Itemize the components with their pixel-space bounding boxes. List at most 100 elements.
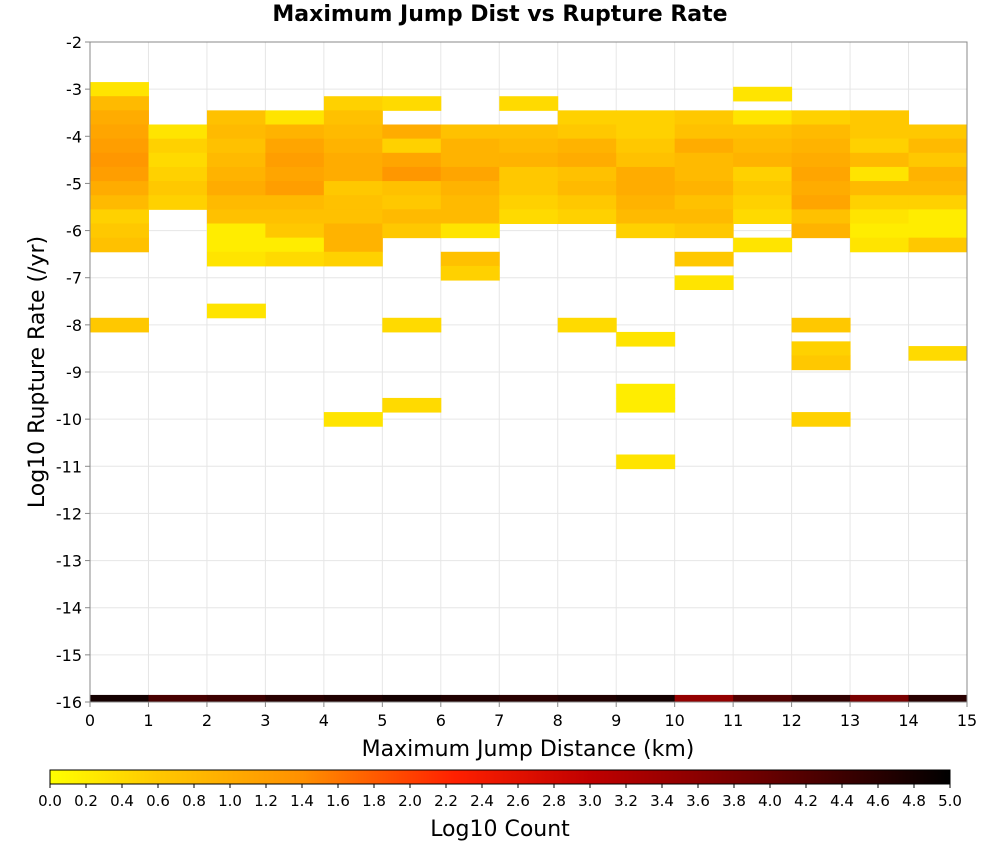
heatmap-cell <box>791 209 851 224</box>
heatmap-cell <box>557 209 617 224</box>
heatmap-cell <box>206 110 266 125</box>
heatmap-cell <box>791 317 851 333</box>
x-ticks: 0 1 2 3 4 5 6 7 8 9 10 11 12 13 14 15 <box>85 702 977 730</box>
heatmap-cell <box>265 110 325 125</box>
heatmap-cell <box>382 195 442 210</box>
colorbar-tick-label: 0.0 <box>38 792 62 810</box>
x-tick-label: 12 <box>781 711 801 730</box>
heatmap-cell <box>265 223 325 239</box>
heatmap-cell <box>557 317 617 333</box>
colorbar-tick-label: 1.0 <box>218 792 242 810</box>
y-tick-label: -2 <box>66 33 82 52</box>
heatmap-cell <box>499 195 559 210</box>
y-tick-label: -11 <box>56 457 82 476</box>
heatmap-cell <box>323 124 383 140</box>
colorbar-tick-label: 0.2 <box>74 792 98 810</box>
colorbar-tick-label: 4.0 <box>758 792 782 810</box>
y-tick-label: -4 <box>66 127 82 146</box>
heatmap-cell <box>616 138 676 154</box>
y-tick-label: -5 <box>66 174 82 193</box>
heatmap-cell <box>90 237 149 253</box>
y-tick-label: -15 <box>56 646 82 665</box>
heatmap-cell <box>323 694 383 703</box>
x-axis-label: Maximum Jump Distance (km) <box>362 737 695 762</box>
heatmap-cell <box>440 138 500 154</box>
heatmap-cell <box>323 110 383 125</box>
heatmap-cell <box>908 138 968 154</box>
heatmap-cell <box>733 694 793 703</box>
heatmap-cell <box>440 223 500 239</box>
heatmap-cell <box>733 152 793 168</box>
heatmap-cell <box>850 138 910 154</box>
heatmap-cell <box>908 166 968 182</box>
heatmap-cell <box>382 397 442 413</box>
heatmap-cell <box>908 152 968 168</box>
heatmap-cell <box>733 195 793 210</box>
heatmap-cell <box>908 223 968 239</box>
heatmap-cell <box>323 138 383 154</box>
heatmap-cell <box>850 195 910 210</box>
heatmap-cell <box>206 181 266 196</box>
heatmap-cell <box>674 152 734 168</box>
heatmap-cell <box>90 223 149 239</box>
heatmap-cell <box>733 138 793 154</box>
heatmap-cell <box>850 166 910 182</box>
heatmap-cell <box>616 152 676 168</box>
heatmap-cell <box>382 209 442 224</box>
heatmap-cell <box>323 223 383 239</box>
cells-layer <box>90 82 968 703</box>
heatmap-cell <box>674 181 734 196</box>
heatmap-cell <box>557 110 617 125</box>
heatmap-cell <box>323 412 383 427</box>
colorbar-tick-label: 4.8 <box>902 792 926 810</box>
heatmap-cell <box>674 209 734 224</box>
heatmap-cell <box>674 694 734 703</box>
x-tick-label: 9 <box>611 711 621 730</box>
heatmap-cell <box>382 694 442 703</box>
heatmap-cell <box>791 355 851 371</box>
y-tick-label: -8 <box>66 316 82 335</box>
heatmap-cell <box>616 166 676 182</box>
colorbar <box>49 769 951 785</box>
heatmap-cell <box>850 124 910 140</box>
heatmap-cell <box>557 694 617 703</box>
heatmap-cell <box>850 110 910 125</box>
y-tick-label: -16 <box>56 693 82 712</box>
heatmap-cell <box>206 237 266 253</box>
heatmap-cell <box>265 237 325 253</box>
colorbar-tick-label: 3.4 <box>650 792 674 810</box>
colorbar-tick-label: 0.6 <box>146 792 170 810</box>
colorbar-tick-label: 2.6 <box>506 792 530 810</box>
x-tick-label: 13 <box>840 711 860 730</box>
heatmap-cell <box>791 195 851 210</box>
colorbar-tick-label: 1.4 <box>290 792 314 810</box>
heatmap-cell <box>265 195 325 210</box>
heatmap-cell <box>148 181 208 196</box>
heatmap-cell <box>323 209 383 224</box>
colorbar-tick-label: 0.4 <box>110 792 134 810</box>
heatmap-cell <box>265 181 325 196</box>
heatmap-cell <box>440 124 500 140</box>
colorbar-tick-label: 1.6 <box>326 792 350 810</box>
heatmap-cell <box>382 138 442 154</box>
heatmap-cell <box>908 181 968 196</box>
heatmap-cell <box>90 96 149 111</box>
heatmap-cell <box>148 166 208 182</box>
heatmap-cell <box>265 166 325 182</box>
heatmap-cell <box>206 251 266 267</box>
colorbar-tick-label: 2.2 <box>434 792 458 810</box>
heatmap-cell <box>674 251 734 267</box>
heatmap-cell <box>733 237 793 253</box>
heatmap-cell <box>90 181 149 196</box>
heatmap-cell <box>382 96 442 111</box>
y-tick-label: -9 <box>66 363 82 382</box>
heatmap-cell <box>148 694 208 703</box>
heatmap-cell <box>791 223 851 239</box>
colorbar-tick-label: 4.4 <box>830 792 854 810</box>
heatmap-cell <box>323 195 383 210</box>
colorbar-tick-label: 4.2 <box>794 792 818 810</box>
heatmap-cell <box>440 166 500 182</box>
heatmap-cell <box>557 152 617 168</box>
